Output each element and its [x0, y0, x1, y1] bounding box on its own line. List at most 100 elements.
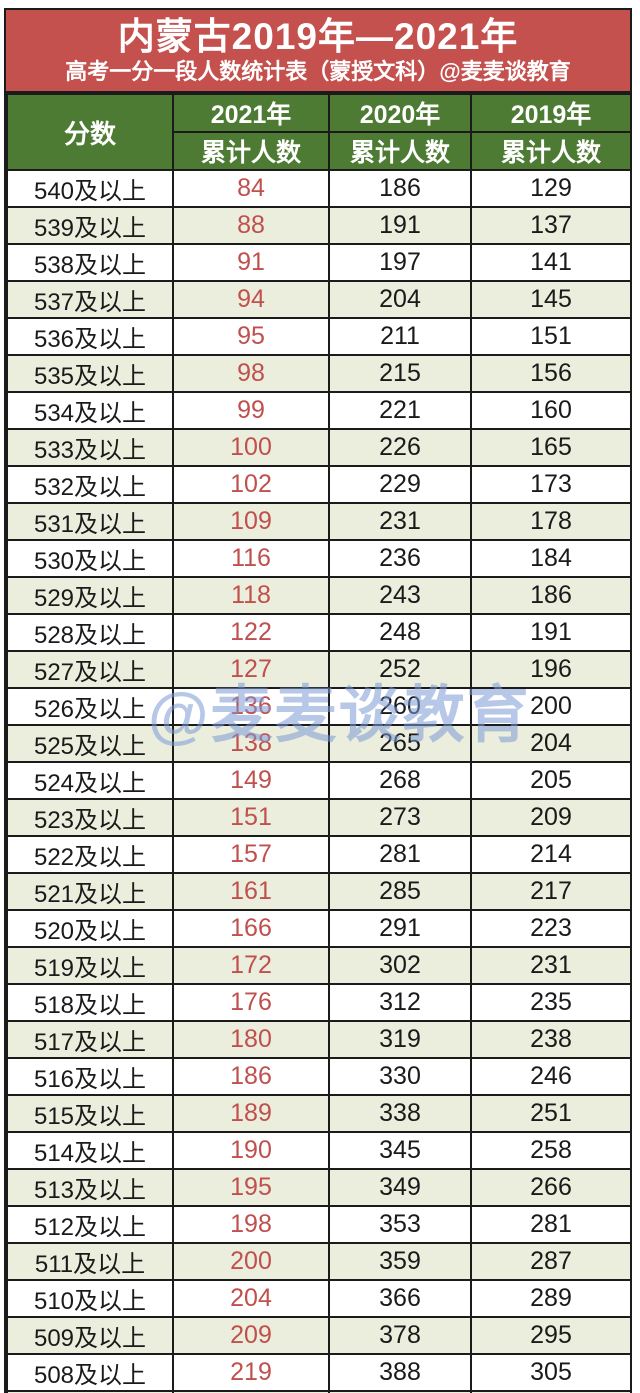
count-2021-cell: 157 [172, 835, 330, 874]
score-range-cell: 530及以上 [6, 539, 174, 578]
count-2020-cell: 359 [328, 1242, 472, 1281]
count-2021-cell: 94 [172, 280, 330, 319]
table-row: 529及以上 118 243 186 [6, 576, 632, 615]
table-row: 516及以上 186 330 246 [6, 1057, 632, 1096]
count-2020-cell: 388 [328, 1353, 472, 1392]
column-header-year-2019: 2019年 [470, 93, 632, 133]
count-2021-cell: 109 [172, 502, 330, 541]
score-range-cell: 523及以上 [6, 798, 174, 837]
count-2019-cell: 295 [470, 1316, 632, 1355]
table-header-row-sublabels: 累计人数 累计人数 累计人数 [7, 131, 632, 171]
count-2019-cell: 137 [470, 206, 632, 245]
table-row: 519及以上 172 302 231 [6, 946, 632, 985]
count-2019-cell: 281 [470, 1205, 632, 1244]
score-range-cell: 510及以上 [6, 1279, 174, 1318]
table-row: 508及以上 219 388 305 [6, 1353, 632, 1392]
count-2021-cell: 161 [172, 872, 330, 911]
table-row: 531及以上 109 231 178 [6, 502, 632, 541]
count-2019-cell: 184 [470, 539, 632, 578]
count-2021-cell: 151 [172, 798, 330, 837]
count-2021-cell: 209 [172, 1316, 330, 1355]
score-range-cell: 528及以上 [6, 613, 174, 652]
count-2019-cell: 191 [470, 613, 632, 652]
table-row: 511及以上 200 359 287 [6, 1242, 632, 1281]
count-2019-cell: 246 [470, 1057, 632, 1096]
count-2020-cell: 312 [328, 983, 472, 1022]
table-row: 518及以上 176 312 235 [6, 983, 632, 1022]
count-2021-cell: 98 [172, 354, 330, 393]
count-2021-cell: 149 [172, 761, 330, 800]
score-range-cell: 518及以上 [6, 983, 174, 1022]
score-range-cell: 511及以上 [6, 1242, 174, 1281]
count-2021-cell: 189 [172, 1094, 330, 1133]
count-2019-cell: 266 [470, 1168, 632, 1207]
score-table-sheet: 内蒙古2019年—2021年 高考一分一段人数统计表（蒙授文科）@麦麦谈教育 分… [4, 8, 632, 1393]
score-range-cell: 525及以上 [6, 724, 174, 763]
count-2021-cell: 204 [172, 1279, 330, 1318]
table-row: 527及以上 127 252 196 [6, 650, 632, 689]
count-2020-cell: 248 [328, 613, 472, 652]
column-header-year-2020: 2020年 [328, 93, 472, 133]
count-2021-cell: 195 [172, 1168, 330, 1207]
count-2020-cell: 252 [328, 650, 472, 689]
count-2021-cell: 172 [172, 946, 330, 985]
count-2019-cell: 165 [470, 428, 632, 467]
count-2019-cell: 238 [470, 1020, 632, 1059]
table-row: 512及以上 198 353 281 [6, 1205, 632, 1244]
count-2020-cell: 285 [328, 872, 472, 911]
count-2021-cell: 116 [172, 539, 330, 578]
table-row: 535及以上 98 215 156 [6, 354, 632, 393]
count-2020-cell: 236 [328, 539, 472, 578]
count-2021-cell: 100 [172, 428, 330, 467]
table-row: 538及以上 91 197 141 [6, 243, 632, 282]
table-row: 524及以上 149 268 205 [6, 761, 632, 800]
count-2021-cell: 136 [172, 687, 330, 726]
table-row: 509及以上 209 378 295 [6, 1316, 632, 1355]
table-row: 515及以上 189 338 251 [6, 1094, 632, 1133]
count-2019-cell: 289 [470, 1279, 632, 1318]
count-2020-cell: 243 [328, 576, 472, 615]
count-2021-cell: 127 [172, 650, 330, 689]
table-body: 540及以上 84 186 129 539及以上 88 191 137 538及… [6, 169, 632, 1393]
table-row: 534及以上 99 221 160 [6, 391, 632, 430]
table-row: 536及以上 95 211 151 [6, 317, 632, 356]
table-row: 514及以上 190 345 258 [6, 1131, 632, 1170]
column-subheader-cumulative-2021: 累计人数 [172, 131, 330, 171]
count-2019-cell: 217 [470, 872, 632, 911]
column-header-year-2021: 2021年 [172, 93, 330, 133]
count-2019-cell: 258 [470, 1131, 632, 1170]
table-row: 520及以上 166 291 223 [6, 909, 632, 948]
count-2020-cell: 186 [328, 169, 472, 208]
count-2019-cell: 209 [470, 798, 632, 837]
count-2019-cell: 311 [470, 1390, 632, 1393]
count-2020-cell: 215 [328, 354, 472, 393]
count-2021-cell: 180 [172, 1020, 330, 1059]
column-subheader-cumulative-2019: 累计人数 [470, 131, 632, 171]
count-2021-cell: 138 [172, 724, 330, 763]
page-subtitle: 高考一分一段人数统计表（蒙授文科）@麦麦谈教育 [65, 58, 571, 84]
count-2020-cell: 366 [328, 1279, 472, 1318]
table-row: 532及以上 102 229 173 [6, 465, 632, 504]
count-2020-cell: 204 [328, 280, 472, 319]
count-2020-cell: 265 [328, 724, 472, 763]
count-2019-cell: 156 [470, 354, 632, 393]
count-2020-cell: 330 [328, 1057, 472, 1096]
count-2020-cell: 345 [328, 1131, 472, 1170]
table-row: 526及以上 136 260 200 [6, 687, 632, 726]
count-2021-cell: 176 [172, 983, 330, 1022]
score-range-cell: 531及以上 [6, 502, 174, 541]
score-range-cell: 515及以上 [6, 1094, 174, 1133]
count-2019-cell: 305 [470, 1353, 632, 1392]
count-2020-cell: 260 [328, 687, 472, 726]
score-range-cell: 539及以上 [6, 206, 174, 245]
count-2021-cell: 190 [172, 1131, 330, 1170]
table-row: 540及以上 84 186 129 [6, 169, 632, 208]
score-distribution-table: 分数 2021年 2020年 2019年 累计人数 累计人数 累计人数 540及… [6, 93, 632, 1393]
count-2019-cell: 205 [470, 761, 632, 800]
count-2021-cell: 95 [172, 317, 330, 356]
table-row: 507及以上 228 399 311 [6, 1390, 632, 1393]
count-2020-cell: 399 [328, 1390, 472, 1393]
count-2021-cell: 219 [172, 1353, 330, 1392]
count-2019-cell: 151 [470, 317, 632, 356]
